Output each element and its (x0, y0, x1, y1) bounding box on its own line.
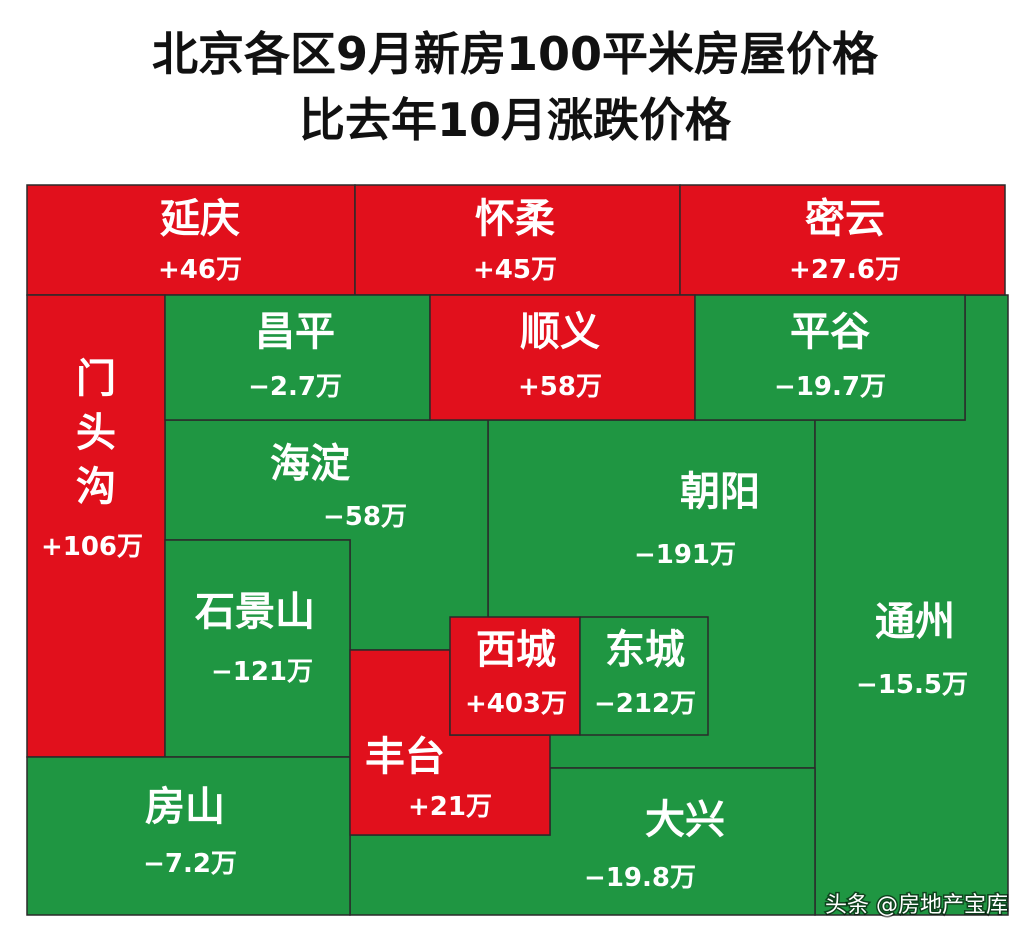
district-name: 大兴 (645, 797, 725, 843)
district-change: −7.2万 (143, 849, 237, 879)
district-change: +27.6万 (789, 255, 901, 285)
district-name: 怀柔 (475, 196, 555, 242)
district-change: +46万 (158, 255, 242, 285)
title: 比去年10月涨跌价格 (299, 93, 732, 147)
district-name: 平谷 (790, 309, 870, 355)
district-name: 石景山 (195, 589, 315, 635)
district-change: −212万 (594, 689, 696, 719)
district-area (354, 184, 681, 296)
title: 北京各区9月新房100平米房屋价格 (152, 27, 879, 81)
district-name: 东城 (605, 627, 685, 673)
district-area (694, 294, 966, 421)
district-area (26, 294, 166, 758)
district-name: 丰台 (365, 734, 445, 780)
district-change: −2.7万 (248, 372, 342, 402)
district-area (429, 294, 696, 421)
district-change: +21万 (408, 792, 492, 822)
district-name: 密云 (805, 196, 885, 242)
district-change: −15.5万 (856, 670, 968, 700)
district-change: −19.8万 (584, 863, 696, 893)
district-change: −19.7万 (774, 372, 886, 402)
watermark: 头条 @房地产宝库 (825, 893, 1008, 918)
district-name: 西城 (476, 627, 556, 673)
district-area (449, 616, 581, 736)
district-change: +403万 (465, 689, 567, 719)
district-change: −191万 (634, 540, 736, 570)
district-change: +58万 (518, 372, 602, 402)
district-change: +45万 (473, 255, 557, 285)
district-name: 昌平 (255, 309, 335, 355)
district-area (164, 539, 351, 758)
district-name: 海淀 (270, 441, 350, 487)
district-area (26, 756, 351, 916)
district-change: +106万 (41, 532, 143, 562)
district-change: −121万 (211, 657, 313, 687)
district-name: 房山 (145, 784, 225, 830)
district-change: −58万 (323, 502, 407, 532)
district-area (679, 184, 1006, 296)
district-name: 朝阳 (680, 469, 760, 515)
district-name: 通州 (875, 599, 955, 645)
district-area (579, 616, 709, 736)
district-name: 门头沟 (69, 357, 116, 519)
district-area (164, 294, 431, 421)
district-name: 顺义 (520, 309, 600, 355)
district-name: 延庆 (160, 196, 240, 242)
